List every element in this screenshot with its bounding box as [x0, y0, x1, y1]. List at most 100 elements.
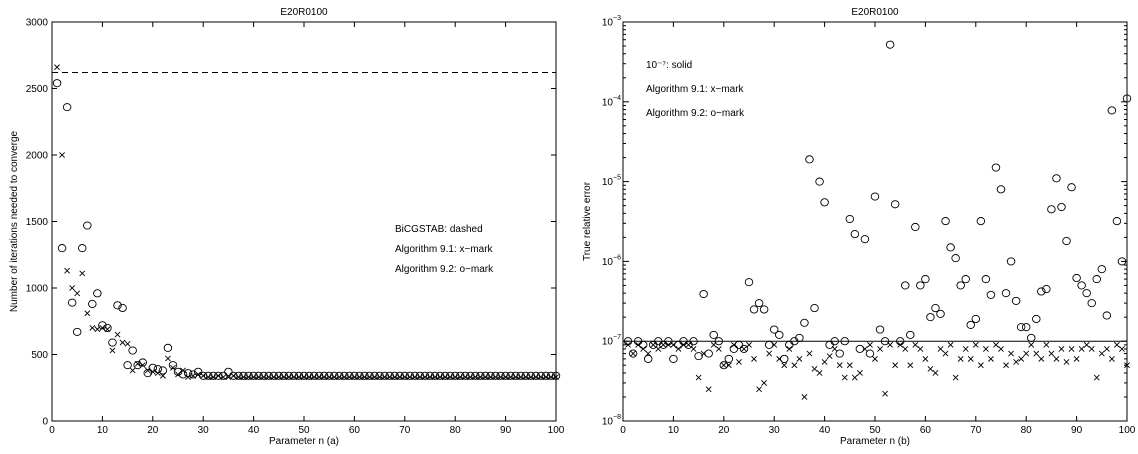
o-mark — [638, 340, 648, 349]
o-mark — [906, 330, 915, 339]
o-mark — [466, 371, 475, 380]
o-mark — [77, 244, 87, 253]
o-mark — [986, 290, 996, 299]
o-mark — [754, 299, 764, 308]
axis-ticks-b: 0 10 20 30 40 50 60 70 80 90 10010−810−710−610−510… — [602, 15, 1136, 436]
x-mark — [962, 346, 969, 352]
annotation-x-mark-b: Algorithm 9.1: x−mark — [646, 84, 745, 95]
o-mark — [481, 371, 490, 380]
o-mark — [971, 314, 981, 324]
x-mark — [947, 341, 954, 348]
o-mark — [996, 185, 1006, 194]
x-mark — [1038, 355, 1045, 362]
o-mark — [531, 371, 541, 380]
o-mark — [88, 299, 97, 309]
x-mark — [841, 374, 848, 381]
o-mark — [911, 222, 920, 232]
o-mark — [1077, 281, 1086, 290]
annotation-dashed: BiCGSTAB: dashed — [395, 224, 483, 235]
o-mark — [699, 289, 708, 299]
o-mark — [103, 323, 112, 332]
o-mark — [1107, 106, 1117, 115]
o-mark — [304, 371, 314, 380]
x-tick-label: 100 — [1119, 425, 1136, 436]
x-mark — [821, 359, 828, 365]
o-mark — [400, 371, 410, 380]
x-mark — [1078, 346, 1085, 352]
o-mark — [309, 371, 319, 380]
o-mark — [410, 371, 420, 380]
x-mark — [720, 362, 727, 369]
o-mark — [455, 371, 465, 380]
o-mark — [521, 371, 531, 380]
x-mark — [1088, 346, 1095, 352]
o-mark — [380, 371, 389, 380]
o-mark — [1097, 265, 1107, 274]
o-mark — [506, 371, 515, 380]
o-mark — [153, 365, 163, 374]
x-tick-label: 90 — [500, 425, 512, 436]
o-mark — [714, 337, 724, 346]
o-mark — [805, 155, 814, 164]
o-mark — [1001, 289, 1011, 298]
chart-title-b: E20R0100 — [851, 7, 899, 18]
y-tick-label: 2500 — [26, 84, 49, 95]
annotation-x-mark: Algorithm 9.1: x−mark — [395, 244, 494, 255]
o-mark — [123, 361, 132, 370]
o-mark — [835, 349, 844, 358]
o-mark — [183, 369, 193, 378]
o-mark — [1062, 236, 1071, 246]
o-mark — [815, 177, 824, 186]
o-mark — [795, 333, 804, 342]
x-mark — [867, 341, 873, 348]
o-mark — [991, 163, 1001, 172]
o-mark — [360, 371, 369, 380]
x-tick-label: 50 — [869, 425, 881, 436]
annotation-solid: 10⁻⁷: solid — [646, 60, 692, 71]
x-mark — [967, 355, 974, 362]
x-mark — [998, 346, 1004, 352]
o-mark — [941, 217, 950, 226]
x-tick-label: 70 — [399, 425, 411, 436]
x-mark — [917, 346, 924, 352]
o-mark — [254, 371, 263, 380]
o-mark — [420, 371, 430, 380]
o-mark — [370, 371, 379, 380]
x-mark — [902, 346, 909, 352]
y-tick-exponent: −4 — [613, 95, 621, 102]
x-mark — [1033, 350, 1040, 357]
x-tick-label: 40 — [248, 425, 260, 436]
x-mark — [927, 365, 934, 372]
o-mark — [239, 371, 248, 380]
o-mark — [1047, 205, 1056, 214]
o-mark — [764, 340, 774, 349]
o-mark — [516, 371, 525, 380]
y-tick-label: 10 — [602, 97, 614, 108]
x-axis-label-a: Parameter n (a) — [269, 436, 339, 447]
o-mark — [704, 349, 713, 358]
o-mark — [385, 371, 394, 380]
o-mark — [224, 367, 233, 376]
x-mark — [114, 331, 121, 338]
x-mark — [1013, 359, 1020, 365]
o-mark — [780, 354, 789, 363]
o-mark — [67, 298, 77, 307]
o-mark — [450, 371, 460, 380]
x-mark — [675, 346, 682, 352]
o-mark — [1092, 275, 1102, 284]
x-mark — [892, 362, 899, 369]
o-mark — [203, 371, 213, 380]
o-mark — [284, 371, 294, 380]
o-mark — [1067, 183, 1076, 192]
x-mark — [1018, 355, 1025, 362]
x-mark — [846, 362, 853, 369]
o-mark — [800, 318, 809, 327]
x-mark — [766, 350, 773, 357]
x-mark — [972, 341, 979, 348]
o-mark — [785, 340, 794, 349]
x-tick-label: 20 — [147, 425, 159, 436]
x-mark — [781, 362, 788, 369]
o-mark — [163, 343, 173, 352]
x-mark — [1003, 362, 1009, 369]
